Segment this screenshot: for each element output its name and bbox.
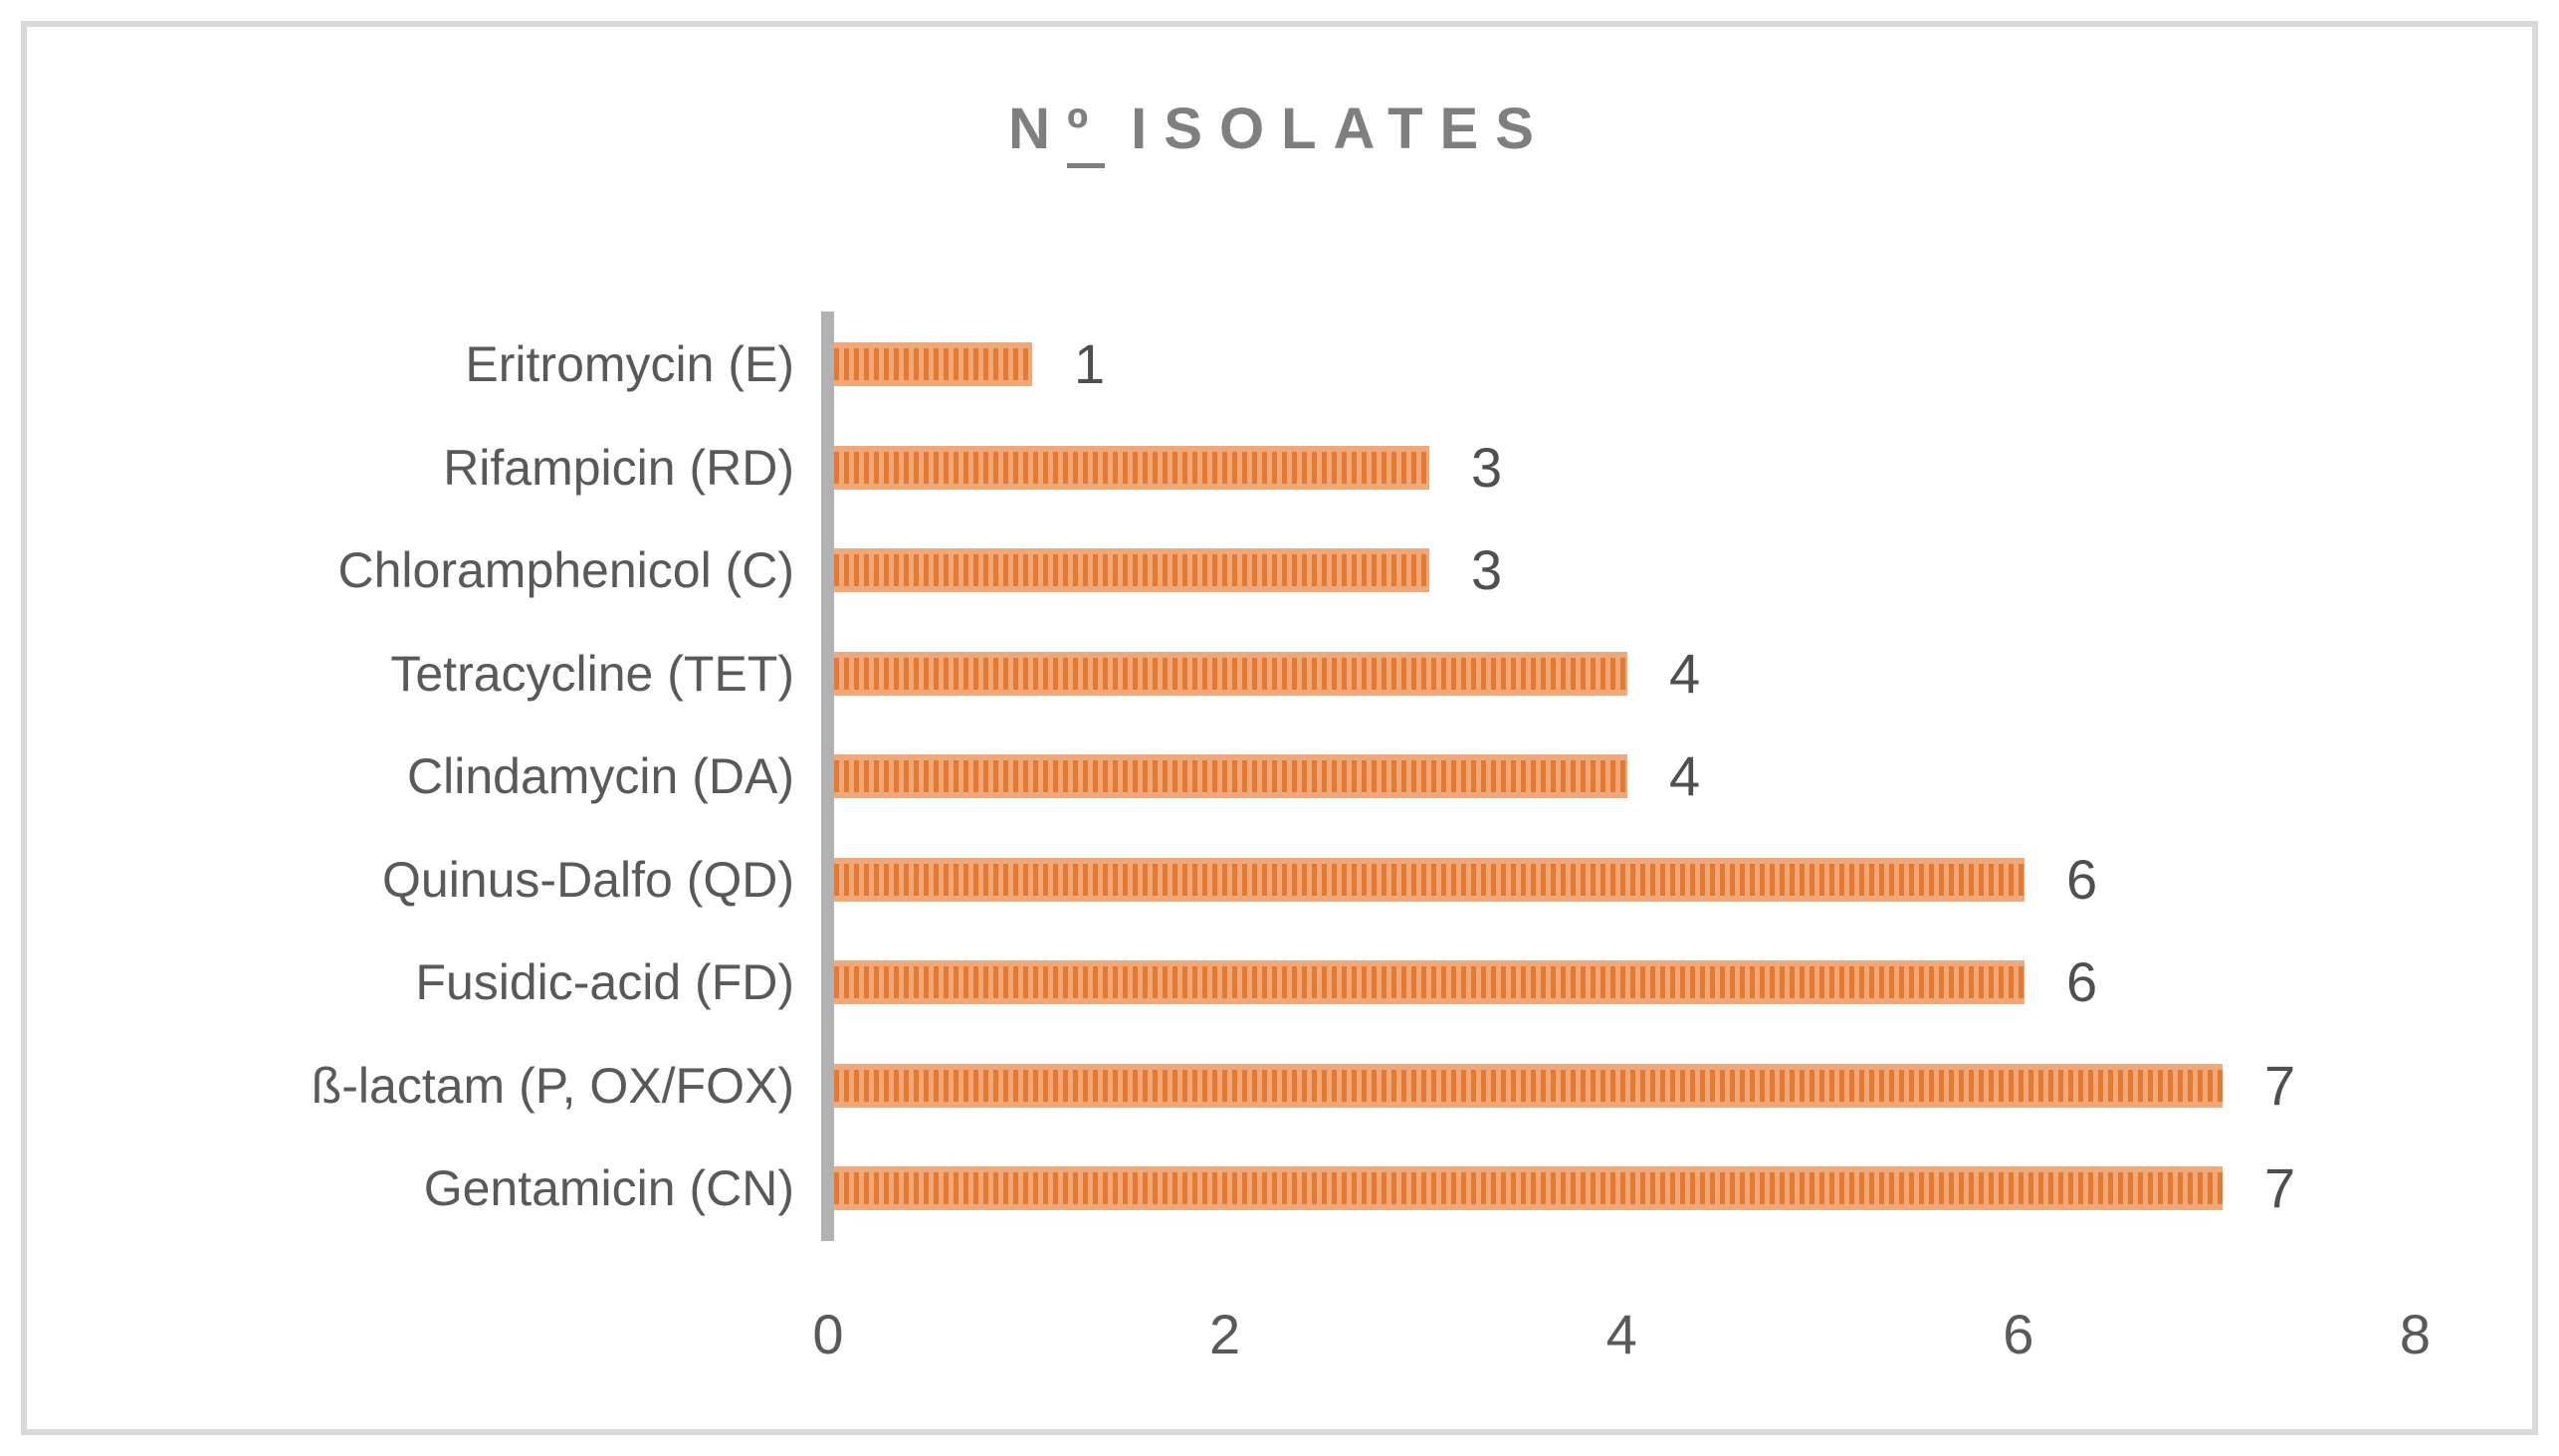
category-label: Rifampicin (RD) — [443, 439, 794, 496]
bar — [834, 445, 1429, 490]
value-label: 3 — [1471, 538, 1503, 601]
chart-title-ordinal: º — [1066, 97, 1106, 168]
bar — [834, 1063, 2223, 1108]
chart-title-prefix: N — [1008, 97, 1067, 161]
value-label: 7 — [2264, 1053, 2296, 1117]
category-label: Chloramphenicol (C) — [337, 542, 795, 598]
category-label: Clindamycin (DA) — [407, 748, 794, 804]
bar — [834, 960, 2025, 1004]
category-label: Gentamicin (CN) — [423, 1160, 794, 1216]
y-axis-line — [821, 312, 834, 1241]
value-label: 3 — [1471, 435, 1503, 499]
bar — [834, 651, 1627, 696]
chart-title: Nº ISOLATES — [0, 96, 2559, 168]
bar — [834, 1166, 2223, 1210]
chart-title-rest: ISOLATES — [1131, 97, 1551, 161]
category-label: Tetracycline (TET) — [390, 645, 794, 702]
chart-frame-border — [21, 21, 2538, 1435]
x-axis-tick-label: 2 — [1209, 1303, 1241, 1365]
category-label: Eritromycin (E) — [465, 336, 794, 392]
value-label: 4 — [1669, 744, 1701, 807]
x-axis-tick-label: 4 — [1605, 1303, 1637, 1365]
value-label: 1 — [1074, 332, 1106, 395]
value-label: 7 — [2264, 1156, 2296, 1219]
x-axis-tick-label: 8 — [2399, 1303, 2431, 1365]
bar — [834, 754, 1627, 798]
category-label: Fusidic-acid (FD) — [415, 954, 794, 1010]
bar — [834, 342, 1032, 386]
value-label: 4 — [1669, 641, 1701, 705]
bar — [834, 857, 2025, 902]
bar — [834, 548, 1429, 592]
category-label: Quinus-Dalfo (QD) — [382, 851, 794, 908]
value-label: 6 — [2066, 847, 2098, 911]
x-axis-tick-label: 6 — [2003, 1303, 2034, 1365]
category-label: ß-lactam (P, OX/FOX) — [311, 1057, 794, 1114]
value-label: 6 — [2066, 950, 2098, 1013]
x-axis-tick-label: 0 — [812, 1303, 844, 1365]
